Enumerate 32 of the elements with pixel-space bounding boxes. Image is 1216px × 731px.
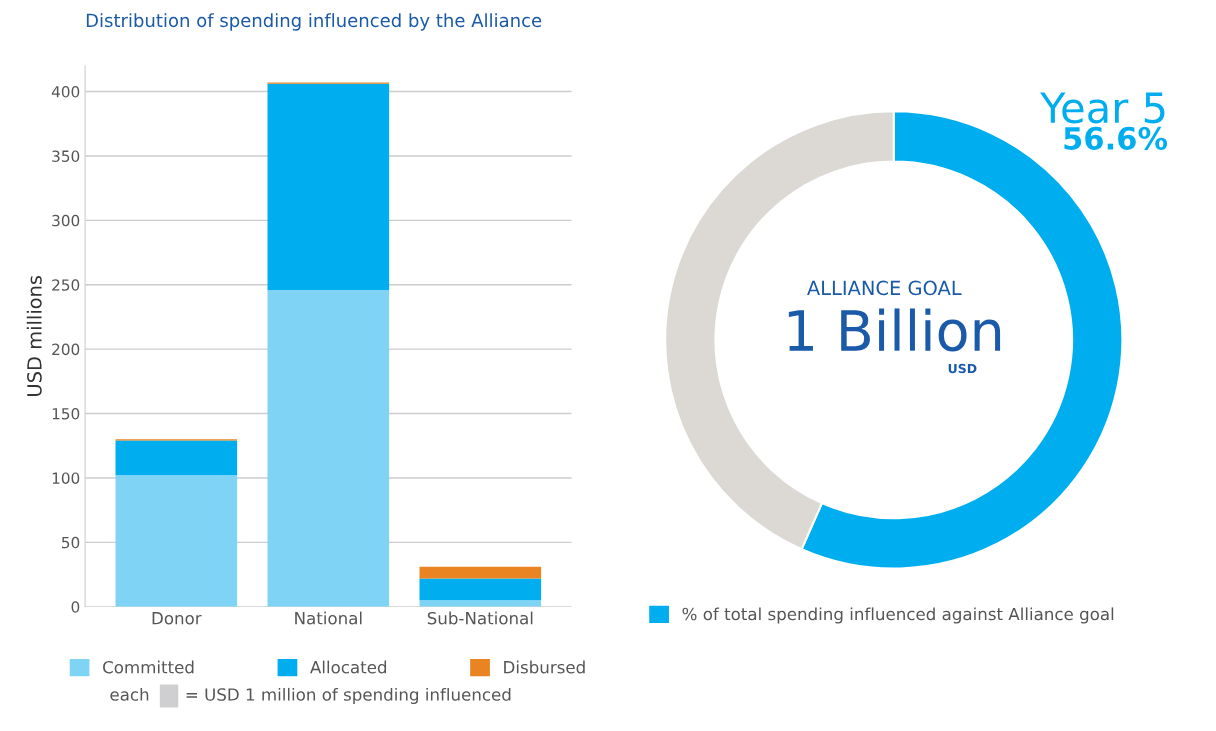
y-tick-label: 400 bbox=[51, 86, 80, 98]
legend-label: Committed bbox=[103, 660, 194, 674]
x-tick-label: National bbox=[295, 611, 362, 625]
y-axis-title: USD millions bbox=[26, 275, 42, 396]
bar bbox=[115, 440, 238, 476]
text: Year 5 bbox=[1040, 92, 1165, 124]
text: 1 Billion bbox=[788, 308, 1001, 352]
legend-label: Allocated bbox=[310, 660, 387, 674]
bar bbox=[419, 566, 542, 579]
bar bbox=[115, 475, 238, 607]
bar bbox=[267, 289, 390, 607]
text: USD bbox=[948, 363, 977, 374]
y-tick-label: 200 bbox=[52, 343, 80, 356]
text: ALLIANCE GOAL bbox=[807, 280, 962, 296]
text: = USD 1 million of spending influenced bbox=[186, 687, 511, 705]
data-label: 56.6% bbox=[1064, 126, 1168, 150]
y-tick-label: 100 bbox=[52, 472, 80, 484]
x-tick-label: Donor bbox=[152, 612, 202, 625]
y-tick-label: 350 bbox=[52, 150, 80, 162]
y-tick-label: 250 bbox=[52, 279, 80, 291]
y-tick-label: 50 bbox=[62, 536, 80, 549]
legend-label: Disbursed bbox=[504, 660, 585, 674]
x-tick-label: Sub-National bbox=[427, 611, 533, 625]
bar bbox=[419, 578, 542, 601]
legend-label: % of total spending influenced against Alliance goal bbox=[682, 607, 1114, 624]
bar bbox=[267, 83, 390, 290]
chart-title: Distribution of spending influenced by the Alliance bbox=[86, 13, 542, 31]
y-tick-label: 300 bbox=[52, 214, 80, 227]
bar bbox=[419, 600, 542, 607]
y-tick-label: 150 bbox=[52, 408, 80, 420]
y-tick-label: 0 bbox=[71, 601, 80, 613]
text: each bbox=[110, 687, 149, 701]
